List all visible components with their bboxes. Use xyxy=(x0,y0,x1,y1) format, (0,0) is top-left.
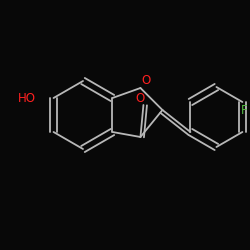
Text: O: O xyxy=(142,74,151,88)
Text: HO: HO xyxy=(18,92,36,104)
Text: O: O xyxy=(136,92,145,104)
Text: F: F xyxy=(241,104,248,117)
